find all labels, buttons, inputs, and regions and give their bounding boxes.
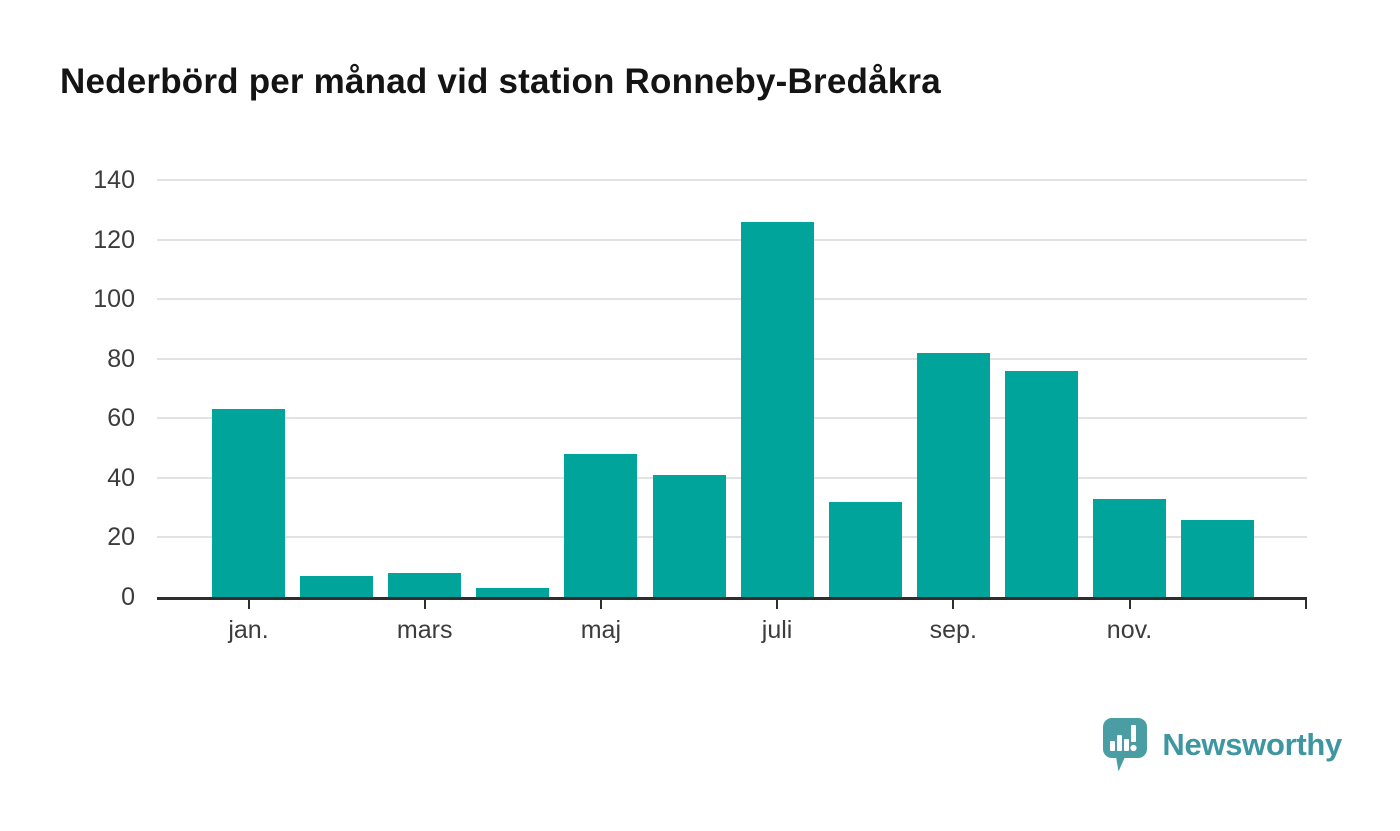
mini-bar-3 xyxy=(1124,739,1130,751)
bar-month-6 xyxy=(652,474,726,597)
y-axis-tick-label-120: 120 xyxy=(93,225,135,254)
x-axis-tick-label-juli: juli xyxy=(761,616,793,644)
gridline-100 xyxy=(157,298,1307,301)
x-axis-tick-label-mars: mars xyxy=(396,616,453,644)
gridline-140 xyxy=(157,179,1307,181)
bar-month-10 xyxy=(1004,370,1078,597)
bar-month-4 xyxy=(476,588,550,597)
bar-month-9 xyxy=(916,352,990,597)
mini-bar-2 xyxy=(1117,735,1123,751)
bar-month-3 xyxy=(388,573,462,597)
y-axis-tick-label-140: 140 xyxy=(93,166,135,194)
newsworthy-logo-text: Newsworthy xyxy=(1162,727,1342,762)
bar-month-5 xyxy=(564,454,638,597)
x-axis-line xyxy=(157,597,1307,600)
gridline-60 xyxy=(157,417,1307,420)
x-axis-tick-maj xyxy=(599,597,602,609)
bar-month-12 xyxy=(1181,519,1255,597)
y-axis-tick-label-0: 0 xyxy=(121,583,135,611)
bar-chart-plot-area: 0 20 40 60 80 100 120 140 jan. mars maj juli sep. nov… xyxy=(93,167,1307,644)
gridline-80 xyxy=(157,357,1307,360)
y-axis-tick-label-100: 100 xyxy=(93,285,135,314)
bar-month-1 xyxy=(212,409,285,597)
x-axis-tick-label-sep: sep. xyxy=(929,616,977,644)
x-axis-tick-label-nov: nov. xyxy=(1106,616,1153,644)
gridline-40 xyxy=(157,476,1307,479)
bar-month-2 xyxy=(300,576,374,597)
bar-month-8 xyxy=(828,501,902,597)
x-axis-tick-nov xyxy=(1128,597,1131,609)
bar-month-11 xyxy=(1093,498,1166,597)
y-axis-tick-label-80: 80 xyxy=(107,344,135,373)
gridline-120 xyxy=(157,238,1307,241)
x-axis-end-tick xyxy=(1305,597,1307,609)
y-axis-tick-label-20: 20 xyxy=(107,523,135,552)
x-axis-tick-label-maj: maj xyxy=(580,616,622,644)
mini-bar-1 xyxy=(1110,741,1116,751)
exclamation-bar xyxy=(1131,725,1137,742)
x-axis-tick-juli xyxy=(776,597,779,609)
newsworthy-speech-bubble-bar-chart-icon xyxy=(1103,718,1148,772)
y-axis-tick-label-40: 40 xyxy=(107,463,135,492)
x-axis-tick-mars xyxy=(423,597,426,609)
exclamation-dot xyxy=(1130,744,1137,752)
x-axis-tick-label-jan: jan. xyxy=(228,616,269,644)
y-axis-tick-label-60: 60 xyxy=(107,404,135,433)
chart-title: Nederbörd per månad vid station Ronneby-… xyxy=(60,62,941,101)
x-axis-tick-sep xyxy=(952,597,955,609)
newsworthy-logo: Newsworthy xyxy=(1100,716,1342,774)
x-axis-tick-jan xyxy=(247,597,250,609)
bar-month-7 xyxy=(740,221,814,597)
gridline-20 xyxy=(157,536,1307,539)
